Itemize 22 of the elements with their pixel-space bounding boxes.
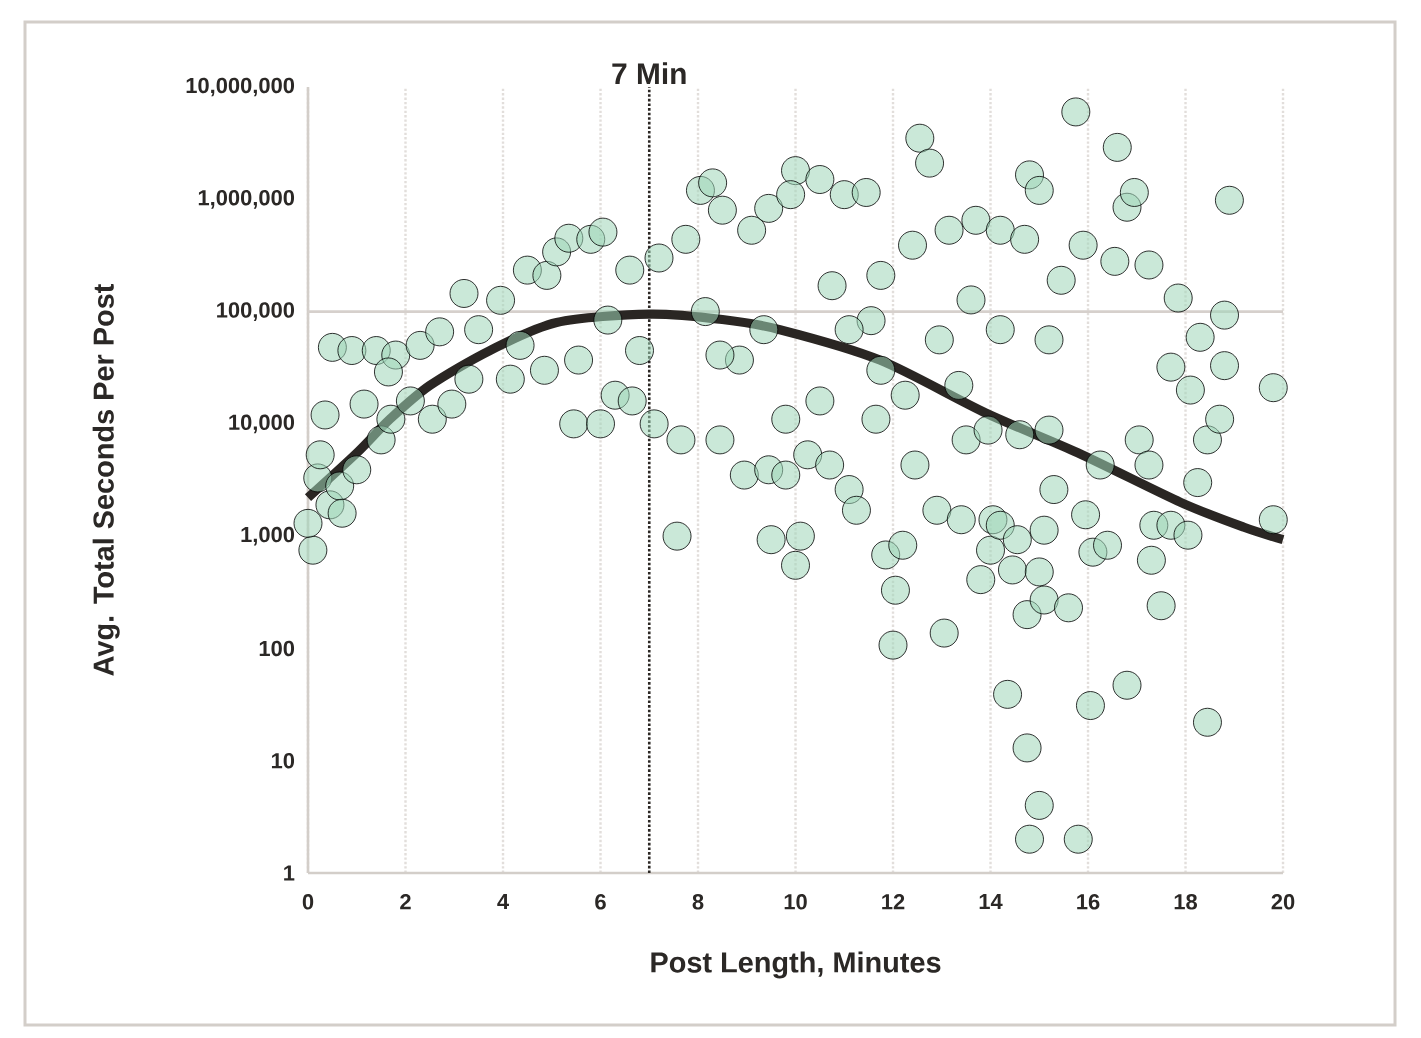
- x-tick-label: 8: [692, 894, 704, 910]
- x-tick-label: 12: [882, 894, 905, 910]
- y-tick-label: 1,000: [241, 526, 295, 546]
- y-tick-label: 100,000: [217, 302, 295, 321]
- x-tick-label: 10: [784, 894, 807, 910]
- ref-line-label: 7 Min: [612, 62, 686, 84]
- y-tick-label: 10: [271, 752, 295, 769]
- y-axis-title: Avg. Total Seconds Per Post: [92, 283, 120, 676]
- x-tick-label: 2: [400, 894, 411, 910]
- x-tick-label: 18: [1174, 894, 1198, 910]
- x-tick-label: 0: [302, 894, 314, 910]
- y-tick-label: 10,000,000: [186, 77, 295, 97]
- x-tick-label: 6: [595, 894, 606, 910]
- y-tick-label: 1,000,000: [198, 189, 295, 209]
- x-tick-label: 14: [979, 894, 1003, 910]
- x-axis-title: Post Length, Minutes: [651, 951, 941, 979]
- x-tick-label: 16: [1077, 894, 1100, 910]
- y-tick-label: 1: [284, 865, 295, 881]
- y-tick-label: 100: [259, 640, 295, 657]
- x-tick-label: 20: [1271, 894, 1295, 910]
- y-tick-label: 10,000: [229, 414, 295, 434]
- x-tick-label: 4: [497, 894, 509, 910]
